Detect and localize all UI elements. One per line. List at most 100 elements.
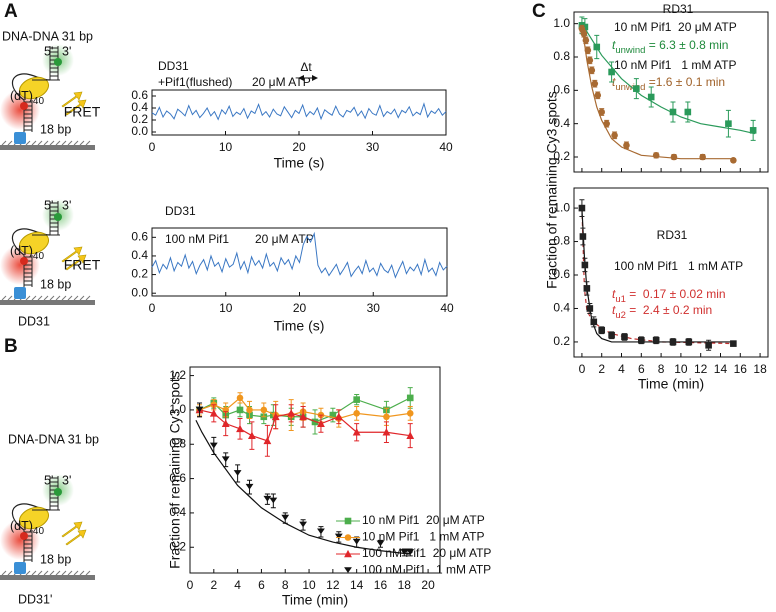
y-tick-label: 0.4	[131, 248, 148, 262]
marker	[586, 57, 594, 64]
y-tick-label: 0.6	[553, 267, 570, 281]
marker	[236, 406, 244, 414]
tail-subscript: 40	[33, 251, 45, 262]
strand-end: 5'	[44, 198, 53, 212]
tail-subscript: 40	[33, 526, 45, 537]
duplex-label: 18 bp	[40, 552, 71, 566]
x-tick-label: 14	[714, 362, 728, 376]
panel-label: B	[4, 336, 18, 357]
marker	[608, 68, 615, 76]
x-tick-label: 16	[374, 578, 388, 592]
y-tick-label: 0.0	[131, 124, 148, 138]
marker	[236, 424, 244, 433]
tail-text: (dT)	[10, 89, 33, 103]
annotation-text: = 2.4 ± 0.2 min	[626, 303, 712, 317]
annotation: RD31	[663, 2, 694, 16]
x-tick-label: 20	[421, 578, 435, 592]
y-tick-label: 0.4	[169, 505, 186, 519]
y-axis-label: FRET	[64, 104, 101, 120]
marker	[578, 204, 586, 212]
y-tick-label: 0.2	[169, 539, 186, 553]
marker	[269, 497, 278, 504]
y-tick-label: 0.8	[553, 234, 570, 248]
annotation: 100 nM Pif1 1 mM ATP	[614, 259, 743, 273]
x-tick-label: 30	[367, 301, 381, 315]
x-axis-label: Time (min)	[282, 592, 348, 608]
legend-marker	[344, 549, 352, 558]
marker	[591, 80, 599, 87]
marker	[581, 261, 589, 269]
marker	[647, 93, 655, 101]
x-tick-label: 40	[440, 301, 454, 315]
strand-end: 5'	[44, 44, 53, 58]
marker	[400, 549, 409, 555]
y-axis-label: Fraction of remaining Cy3 spots	[167, 371, 183, 569]
marker	[334, 533, 343, 540]
tail-text: (dT)	[10, 519, 33, 533]
x-tick-label: 18	[753, 362, 767, 376]
marker	[725, 120, 732, 127]
strand-end: 3'	[62, 198, 71, 212]
marker	[611, 132, 618, 139]
x-tick-label: 2	[210, 578, 217, 592]
annotation: 10 nM Pif1 1 mM ATP	[614, 58, 736, 72]
marker	[705, 341, 712, 349]
marker	[598, 108, 606, 116]
duplex-label: 18 bp	[40, 277, 71, 291]
x-tick-label: 4	[618, 362, 625, 376]
y-tick-label: 0.6	[169, 471, 186, 485]
legend-label: 100 nM Pif1 1 mM ATP	[362, 563, 491, 577]
marker	[209, 409, 218, 417]
x-tick-label: 10	[302, 578, 316, 592]
x-tick-label: 16	[734, 362, 748, 376]
y-axis-label: FRET	[64, 257, 101, 273]
annotation-subscript: unwind	[615, 82, 645, 93]
marker	[246, 406, 253, 414]
x-tick-label: 12	[326, 578, 340, 592]
marker	[590, 318, 598, 326]
schematic-title: DNA-DNA 31 bp	[2, 29, 93, 43]
annotation: tu2 = 2.4 ± 0.2 min	[612, 303, 712, 320]
marker	[406, 410, 414, 417]
annotation: +Pif1(flushed)	[158, 75, 232, 89]
marker	[580, 30, 588, 37]
annotation-subscript: unwind	[615, 45, 645, 56]
x-axis-label: Time (s)	[274, 318, 325, 334]
marker	[623, 142, 630, 149]
plot-frame	[573, 11, 769, 173]
fit-line	[581, 23, 756, 135]
tail-text: (dT)	[10, 244, 33, 258]
marker	[299, 521, 307, 528]
y-tick-label: 0.2	[131, 112, 148, 126]
x-axis-label: Time (min)	[638, 376, 704, 392]
marker	[236, 394, 244, 402]
annotation-text: = 0.17 ± 0.02 min	[626, 287, 726, 301]
marker	[317, 528, 325, 535]
y-tick-label: 1.2	[169, 368, 186, 382]
marker	[621, 333, 628, 341]
x-tick-label: 8	[658, 362, 665, 376]
fit-line	[151, 102, 447, 121]
y-tick-label: 1.0	[169, 402, 186, 416]
construct-name: DD31'	[18, 592, 52, 606]
marker	[353, 410, 360, 417]
plot-frame	[189, 366, 441, 574]
annotation-text: =1.6 ± 0.1 min	[645, 75, 725, 89]
x-tick-label: 20	[292, 140, 306, 154]
plot-frame	[573, 187, 769, 358]
tail-subscript: 40	[33, 96, 45, 107]
marker	[669, 108, 677, 116]
marker	[221, 419, 230, 427]
strand-end: 3'	[62, 44, 71, 58]
marker	[652, 152, 660, 159]
x-tick-label: 0	[149, 140, 156, 154]
marker	[749, 127, 757, 134]
y-tick-label: 0.6	[553, 83, 570, 97]
marker	[352, 538, 361, 545]
annotation: 10 nM Pif1 20 μM ATP	[614, 20, 737, 34]
y-tick-label: 0.8	[169, 436, 186, 450]
fit-line	[581, 25, 736, 160]
marker	[245, 483, 254, 490]
legend-marker	[344, 517, 352, 525]
annotation: 20 μM ATP	[252, 75, 311, 89]
